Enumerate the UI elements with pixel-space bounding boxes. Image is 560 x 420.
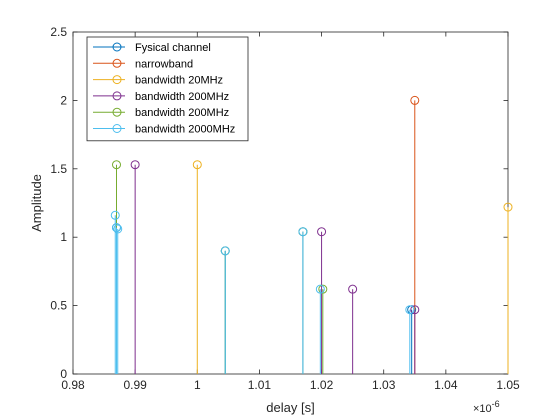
legend-entry: Fysical channel	[93, 42, 211, 54]
legend-entry: bandwidth 200MHz	[93, 107, 229, 119]
y-tick-label: 0.5	[50, 299, 67, 313]
legend-marker	[112, 107, 122, 117]
legend-entry: narrowband	[93, 58, 193, 70]
legend-label: narrowband	[135, 58, 193, 70]
stem-marker	[112, 223, 121, 233]
legend-marker	[112, 124, 122, 133]
x-tick-label: 1.01	[248, 378, 272, 392]
y-axis-label: Amplitude	[29, 174, 44, 232]
x-tick-label: 1	[194, 378, 201, 392]
stem-marker	[110, 210, 120, 220]
y-tick-label: 2.5	[50, 25, 67, 39]
stem-marker	[298, 227, 308, 237]
x-axis-exponent-power: -6	[492, 399, 500, 409]
data-series	[110, 95, 513, 374]
legend-marker	[112, 75, 122, 85]
stem-marker	[318, 284, 328, 294]
x-tick-label: 1.04	[434, 378, 458, 392]
legend: Fysical channel narrowband bandwidth 20MHz…	[86, 36, 249, 142]
x-tick-label: 1.02	[310, 378, 334, 392]
legend-entry: bandwidth 20MHz	[93, 75, 223, 87]
legend-entry: bandwidth 2000MHz	[93, 124, 235, 136]
stem-marker	[130, 160, 140, 170]
legend-label: Fysical channel	[135, 42, 211, 54]
y-tick-label: 1	[60, 230, 67, 244]
legend-label: bandwidth 2000MHz	[135, 124, 235, 136]
legend-label: bandwidth 200MHz	[135, 91, 229, 103]
y-tick-label: 1.5	[50, 162, 67, 176]
x-tick-label: 1.03	[372, 378, 396, 392]
y-axis-ticks: 0 0.5 1 1.5 2 2.5	[50, 25, 508, 381]
legend-marker	[112, 42, 122, 52]
x-tick-label: 0.98	[61, 378, 85, 392]
stem-marker	[348, 284, 358, 294]
x-axis-label: delay [s]	[266, 400, 314, 415]
legend-marker	[112, 91, 122, 101]
stem-marker	[405, 305, 415, 315]
legend-label: bandwidth 200MHz	[135, 107, 229, 119]
stem-marker	[112, 160, 121, 170]
stem-marker	[220, 246, 230, 256]
legend-box	[86, 36, 249, 142]
stem-marker	[315, 284, 325, 294]
series-3	[192, 160, 513, 374]
x-tick-label: 0.99	[123, 378, 147, 392]
x-axis-exponent: ×10-6	[473, 399, 500, 415]
series-4	[130, 160, 420, 374]
stem-marker	[192, 160, 202, 170]
x-tick-label: 1.05	[496, 378, 520, 392]
stem-marker	[410, 95, 420, 105]
stem-marker	[410, 305, 420, 315]
y-tick-label: 0	[60, 367, 67, 381]
legend-entry: bandwidth 200MHz	[93, 91, 229, 103]
stem-marker	[317, 227, 327, 237]
stem-marker	[503, 202, 513, 212]
legend-marker	[112, 58, 122, 68]
y-tick-label: 2	[60, 93, 67, 107]
legend-label: bandwidth 20MHz	[135, 75, 223, 87]
series-6	[110, 210, 415, 374]
stem-marker	[113, 224, 123, 234]
x-axis-exponent-base: ×10	[473, 403, 492, 415]
